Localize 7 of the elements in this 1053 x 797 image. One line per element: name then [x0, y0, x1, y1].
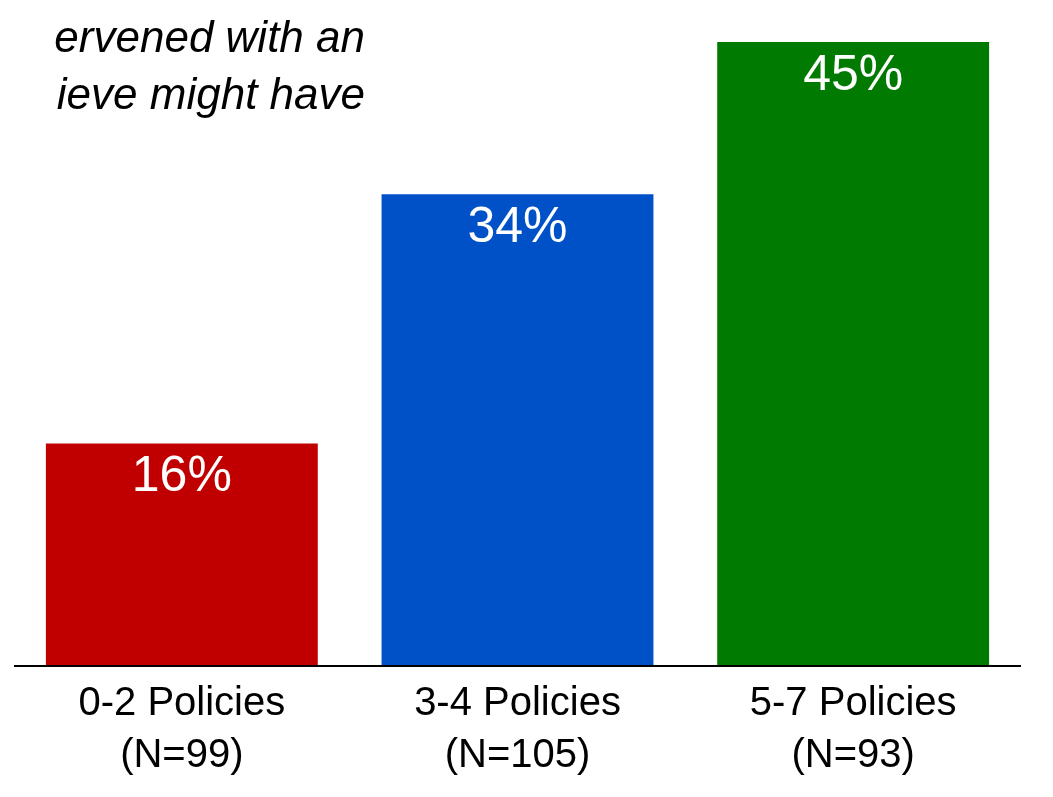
x-tick-label: 0-2 Policies (N=99) — [78, 679, 286, 775]
data-label: 16% — [131, 446, 232, 503]
data-label: 45% — [803, 45, 904, 101]
data-label: 34% — [467, 197, 568, 254]
x-tick-label: 5-7 Policies (N=93) — [749, 679, 957, 775]
x-tick-label: 3-4 Policies (N=105) — [414, 679, 621, 775]
chart-title: ervened with an ieve might have — [54, 12, 365, 119]
